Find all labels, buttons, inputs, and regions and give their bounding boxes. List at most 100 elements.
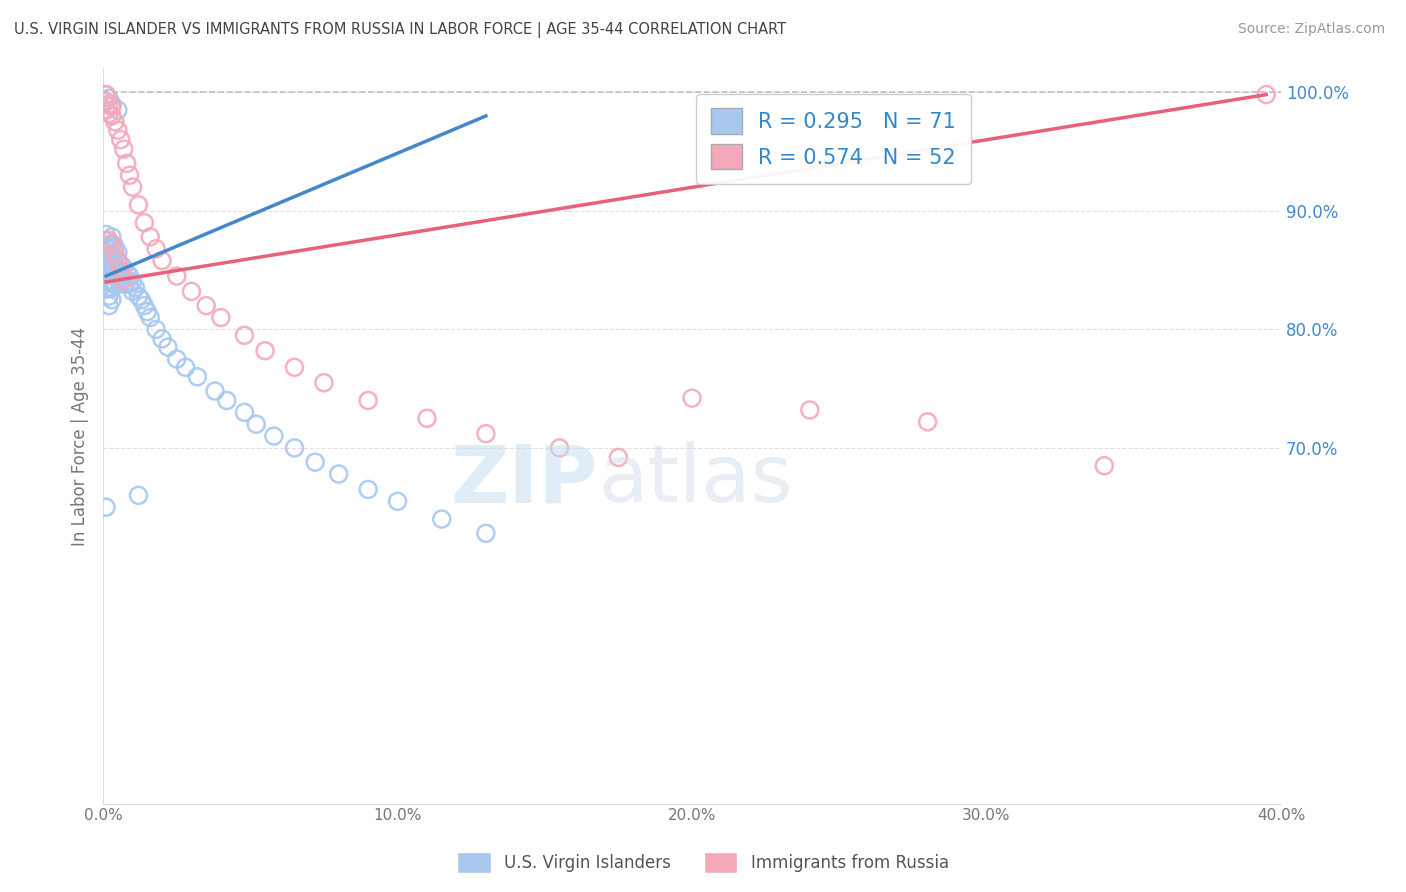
Point: [94, 263, 117, 277]
Point: [112, 268, 135, 283]
Point: [94, 87, 117, 102]
Point: [204, 384, 226, 398]
Point: [98, 237, 121, 252]
Point: [127, 488, 149, 502]
Point: [94, 239, 117, 253]
Point: [145, 242, 167, 256]
Point: [104, 239, 127, 253]
Point: [104, 277, 127, 292]
Point: [94, 103, 117, 117]
Point: [195, 299, 218, 313]
Point: [101, 99, 124, 113]
Point: [107, 272, 129, 286]
Point: [799, 403, 821, 417]
Point: [475, 526, 498, 541]
Point: [233, 405, 256, 419]
Point: [150, 253, 173, 268]
Point: [233, 328, 256, 343]
Point: [94, 275, 117, 289]
Y-axis label: In Labor Force | Age 35-44: In Labor Force | Age 35-44: [72, 326, 89, 546]
Point: [121, 285, 143, 299]
Point: [118, 268, 141, 283]
Point: [112, 260, 135, 275]
Point: [94, 281, 117, 295]
Point: [98, 299, 121, 313]
Point: [104, 245, 127, 260]
Point: [283, 441, 305, 455]
Text: U.S. VIRGIN ISLANDER VS IMMIGRANTS FROM RUSSIA IN LABOR FORCE | AGE 35-44 CORREL: U.S. VIRGIN ISLANDER VS IMMIGRANTS FROM …: [14, 22, 786, 38]
Point: [98, 249, 121, 263]
Point: [107, 123, 129, 137]
Point: [107, 253, 129, 268]
Point: [110, 265, 132, 279]
Point: [107, 103, 129, 117]
Point: [166, 268, 188, 283]
Point: [101, 293, 124, 307]
Text: atlas: atlas: [598, 442, 792, 519]
Legend: U.S. Virgin Islanders, Immigrants from Russia: U.S. Virgin Islanders, Immigrants from R…: [450, 846, 956, 880]
Point: [112, 277, 135, 292]
Point: [94, 500, 117, 515]
Point: [107, 245, 129, 260]
Text: Source: ZipAtlas.com: Source: ZipAtlas.com: [1237, 22, 1385, 37]
Point: [118, 168, 141, 182]
Point: [548, 441, 571, 455]
Point: [94, 253, 117, 268]
Point: [94, 227, 117, 242]
Point: [186, 369, 208, 384]
Point: [104, 268, 127, 283]
Point: [115, 265, 138, 279]
Point: [357, 483, 380, 497]
Point: [681, 391, 703, 405]
Point: [254, 343, 277, 358]
Point: [174, 360, 197, 375]
Point: [98, 234, 121, 248]
Point: [145, 322, 167, 336]
Point: [94, 234, 117, 248]
Point: [101, 257, 124, 271]
Point: [104, 260, 127, 275]
Point: [131, 293, 153, 307]
Point: [115, 156, 138, 170]
Point: [134, 216, 156, 230]
Point: [475, 426, 498, 441]
Point: [98, 97, 121, 112]
Point: [127, 289, 149, 303]
Point: [98, 106, 121, 120]
Point: [112, 142, 135, 156]
Point: [98, 289, 121, 303]
Point: [1092, 458, 1115, 473]
Point: [166, 351, 188, 366]
Point: [121, 275, 143, 289]
Point: [136, 304, 159, 318]
Point: [1256, 87, 1278, 102]
Point: [209, 310, 232, 325]
Point: [110, 275, 132, 289]
Point: [304, 455, 326, 469]
Point: [110, 133, 132, 147]
Point: [98, 275, 121, 289]
Point: [101, 249, 124, 263]
Point: [180, 285, 202, 299]
Point: [101, 97, 124, 112]
Point: [245, 417, 267, 432]
Point: [312, 376, 335, 390]
Point: [107, 253, 129, 268]
Point: [115, 275, 138, 289]
Point: [215, 393, 238, 408]
Point: [98, 91, 121, 105]
Point: [139, 310, 162, 325]
Point: [112, 272, 135, 286]
Point: [98, 242, 121, 256]
Point: [101, 239, 124, 253]
Point: [110, 263, 132, 277]
Point: [101, 281, 124, 295]
Point: [357, 393, 380, 408]
Point: [101, 109, 124, 123]
Point: [387, 494, 409, 508]
Point: [104, 251, 127, 265]
Point: [94, 268, 117, 283]
Point: [139, 230, 162, 244]
Point: [127, 198, 149, 212]
Point: [328, 467, 350, 481]
